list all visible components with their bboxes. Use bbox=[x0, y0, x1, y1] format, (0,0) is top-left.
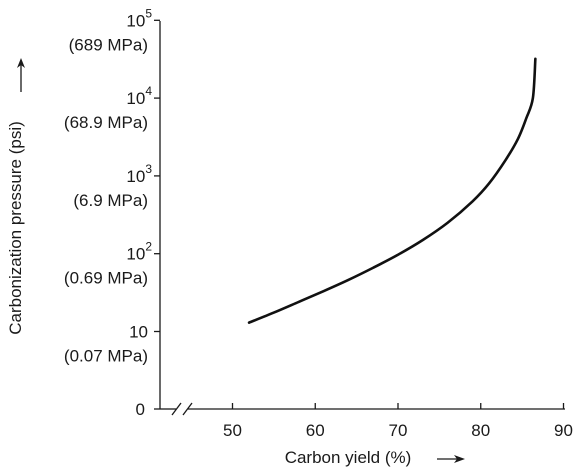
x-tick-label-1: 60 bbox=[306, 421, 325, 440]
y-tick-label-4: 10 bbox=[129, 323, 148, 342]
y-tick-base-3: 10 bbox=[126, 245, 145, 264]
x-axis-title: Carbon yield (%) bbox=[285, 448, 412, 467]
y-tick-exp-1: 4 bbox=[145, 84, 152, 98]
y-tick-base-4: 10 bbox=[129, 323, 148, 342]
y-tick-base-0: 10 bbox=[126, 11, 145, 30]
series-line-0 bbox=[247, 57, 537, 324]
y-tick-exp-0: 5 bbox=[145, 6, 152, 20]
y-zero-label: 0 bbox=[136, 400, 145, 419]
x-axis-break-mark-1 bbox=[171, 402, 182, 416]
x-tick-marks bbox=[231, 403, 565, 409]
y-tick-label-0: 105 bbox=[126, 6, 152, 30]
y-tick-exp-3: 2 bbox=[145, 240, 152, 254]
y-tick-label-1: 104 bbox=[126, 84, 152, 108]
x-axis-break-mark-2 bbox=[182, 402, 193, 416]
x-axis-arrowhead-icon bbox=[454, 455, 465, 463]
x-tick-label-4: 90 bbox=[554, 421, 573, 440]
y-tick-label-2: 103 bbox=[126, 162, 152, 186]
y-tick-sublabel-2: (6.9 MPa) bbox=[73, 191, 148, 210]
y-tick-sublabel-0: (689 MPa) bbox=[69, 35, 148, 54]
y-axis-arrowhead-icon bbox=[17, 58, 25, 68]
y-tick-sublabel-1: (68.9 MPa) bbox=[64, 113, 148, 132]
y-tick-sublabel-4: (0.07 MPa) bbox=[64, 347, 148, 366]
y-tick-label-3: 102 bbox=[126, 240, 152, 264]
x-tick-label-3: 80 bbox=[471, 421, 490, 440]
y-tick-base-2: 10 bbox=[126, 167, 145, 186]
series-group bbox=[247, 57, 537, 324]
y-tick-labels: 105(689 MPa)104(68.9 MPa)103(6.9 MPa)102… bbox=[64, 6, 152, 365]
y-axis-title: Carbonization pressure (psi) bbox=[6, 121, 25, 335]
y-tick-marks bbox=[154, 19, 160, 333]
x-tick-label-0: 50 bbox=[223, 421, 242, 440]
y-tick-exp-2: 3 bbox=[145, 162, 152, 176]
axes bbox=[154, 21, 565, 416]
y-tick-sublabel-3: (0.69 MPa) bbox=[64, 269, 148, 288]
y-tick-base-1: 10 bbox=[126, 89, 145, 108]
x-tick-labels: 50 60 70 80 90 bbox=[223, 421, 573, 440]
x-tick-label-2: 70 bbox=[389, 421, 408, 440]
